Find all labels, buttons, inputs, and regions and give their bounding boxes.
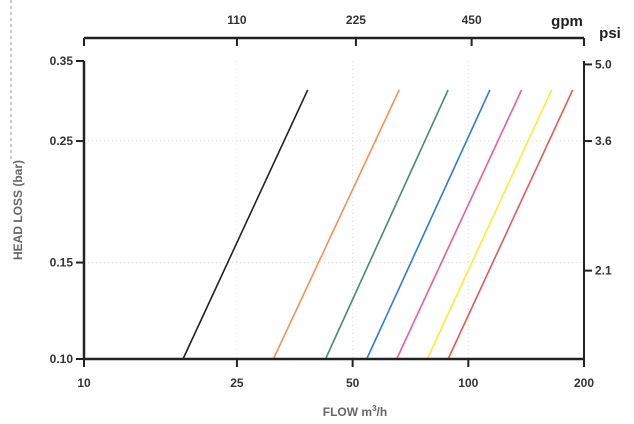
y-tick-label: 0.35 bbox=[50, 54, 74, 68]
top-tick-label: 110 bbox=[227, 13, 247, 27]
tick-labels: 10 25 50 100 200 0.10 0.15 0.25 0.35 110 225 450 2.1… bbox=[50, 13, 612, 390]
right-axis-unit: psi bbox=[599, 25, 621, 42]
x-tick-label: 200 bbox=[574, 376, 594, 390]
series-line-6 bbox=[426, 89, 553, 360]
y-tick-label: 0.10 bbox=[50, 352, 74, 366]
x-tick-label: 100 bbox=[458, 376, 478, 390]
x-tick-label: 50 bbox=[346, 376, 360, 390]
series-line-4 bbox=[365, 89, 491, 360]
series-line-2 bbox=[272, 89, 400, 360]
top-tick-label: 450 bbox=[462, 13, 482, 27]
x-tick-label: 10 bbox=[77, 376, 91, 390]
series-lines bbox=[182, 89, 574, 360]
axes bbox=[76, 36, 592, 367]
series-line-5 bbox=[395, 89, 523, 360]
series-line-3 bbox=[324, 89, 449, 360]
series-line-7 bbox=[447, 89, 574, 360]
grid bbox=[84, 61, 584, 359]
x-tick-label: 25 bbox=[230, 376, 244, 390]
x-axis-title: FLOW m3/h bbox=[323, 404, 387, 419]
y-tick-label: 0.25 bbox=[50, 134, 74, 148]
right-tick-label: 3.6 bbox=[595, 134, 612, 148]
top-tick-label: 225 bbox=[346, 13, 366, 27]
right-tick-label: 2.1 bbox=[595, 264, 612, 278]
series-line-1 bbox=[182, 89, 309, 360]
y-axis-title: HEAD LOSS (bar) bbox=[11, 160, 25, 260]
y-tick-label: 0.15 bbox=[50, 256, 74, 270]
top-axis-unit: gpm bbox=[551, 13, 583, 30]
right-tick-label: 5.0 bbox=[595, 57, 612, 71]
